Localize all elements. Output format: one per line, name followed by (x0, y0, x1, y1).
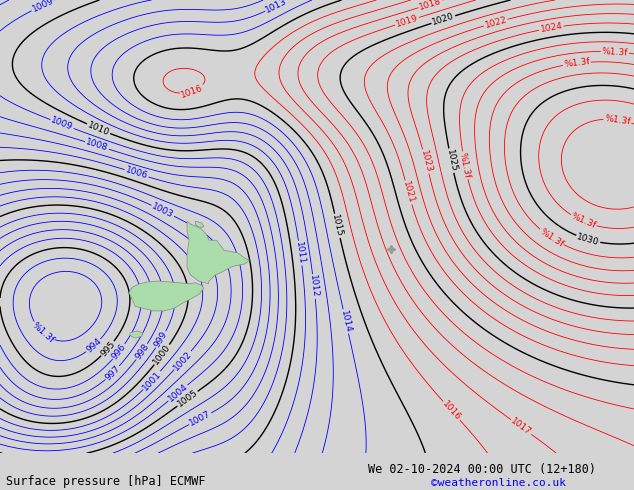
Text: 1009: 1009 (49, 116, 74, 132)
Text: 999: 999 (153, 330, 169, 349)
Text: %1.3f: %1.3f (458, 151, 472, 179)
Text: We 02-10-2024 00:00 UTC (12+180): We 02-10-2024 00:00 UTC (12+180) (368, 463, 596, 476)
Text: 1003: 1003 (150, 202, 175, 220)
Text: 1000: 1000 (152, 343, 172, 367)
Text: %1.3f: %1.3f (604, 114, 631, 126)
Text: 1008: 1008 (84, 138, 109, 153)
Text: 1021: 1021 (401, 180, 416, 205)
Text: 998: 998 (133, 342, 151, 361)
Polygon shape (129, 281, 204, 311)
Text: 994: 994 (84, 337, 103, 355)
Text: 1014: 1014 (339, 309, 353, 334)
Text: 1022: 1022 (484, 15, 508, 30)
Text: 1012: 1012 (308, 274, 320, 298)
Text: ©weatheronline.co.uk: ©weatheronline.co.uk (431, 478, 566, 488)
Text: 1009: 1009 (30, 0, 55, 14)
Text: 1013: 1013 (264, 0, 288, 15)
Text: 1011: 1011 (294, 241, 306, 265)
Text: 1002: 1002 (172, 349, 194, 372)
Text: Surface pressure [hPa] ECMWF: Surface pressure [hPa] ECMWF (6, 474, 206, 488)
Text: 1007: 1007 (188, 410, 212, 428)
Text: 996: 996 (110, 342, 128, 361)
Polygon shape (130, 331, 143, 338)
Text: 1025: 1025 (444, 148, 458, 173)
Text: 1017: 1017 (509, 416, 533, 438)
Polygon shape (187, 221, 249, 284)
Text: 1015: 1015 (330, 214, 344, 238)
Polygon shape (195, 221, 204, 227)
Text: 995: 995 (99, 339, 117, 358)
Text: 1010: 1010 (86, 120, 111, 137)
Text: %1.3f: %1.3f (30, 320, 56, 345)
Text: %1.3f: %1.3f (569, 212, 597, 231)
Text: 1006: 1006 (124, 166, 149, 181)
Text: 1018: 1018 (418, 0, 443, 12)
Text: 1024: 1024 (540, 22, 564, 34)
Text: 1016: 1016 (441, 399, 463, 422)
Text: 1004: 1004 (166, 382, 190, 404)
Text: 1023: 1023 (418, 149, 433, 173)
Text: 1030: 1030 (576, 232, 600, 247)
Text: %1.3f: %1.3f (602, 47, 628, 57)
Text: 1019: 1019 (395, 13, 420, 29)
Text: 1016: 1016 (180, 83, 205, 99)
Text: 1005: 1005 (176, 388, 200, 409)
Text: 997: 997 (103, 364, 122, 382)
Text: %1.3f: %1.3f (538, 227, 565, 248)
Text: %1.3f: %1.3f (563, 57, 590, 69)
Text: 1020: 1020 (431, 12, 456, 27)
Text: 1001: 1001 (141, 369, 163, 392)
